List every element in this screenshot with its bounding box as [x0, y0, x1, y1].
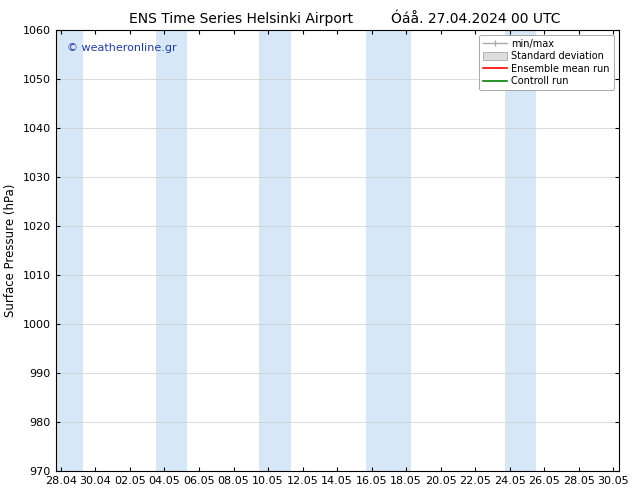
Text: © weatheronline.gr: © weatheronline.gr [67, 44, 177, 53]
Text: ENS Time Series Helsinki Airport: ENS Time Series Helsinki Airport [129, 12, 353, 26]
Text: Óáå. 27.04.2024 00 UTC: Óáå. 27.04.2024 00 UTC [391, 12, 560, 26]
Legend: min/max, Standard deviation, Ensemble mean run, Controll run: min/max, Standard deviation, Ensemble me… [479, 35, 614, 90]
Y-axis label: Surface Pressure (hPa): Surface Pressure (hPa) [4, 184, 17, 318]
Bar [505, 30, 536, 471]
Bar [56, 30, 83, 471]
Bar [366, 30, 411, 471]
Bar [156, 30, 187, 471]
Bar [259, 30, 290, 471]
